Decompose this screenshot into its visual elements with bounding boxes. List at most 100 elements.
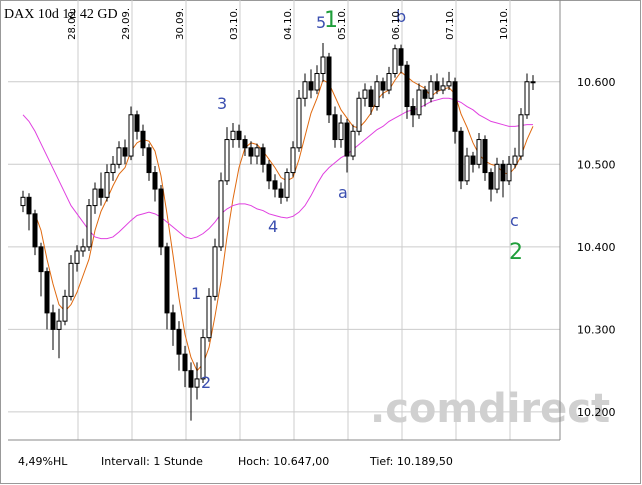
candle-body <box>206 295 212 339</box>
footer-text: Tief: 10.189,50 <box>369 455 453 468</box>
annotation: c <box>510 211 519 230</box>
candle-body <box>296 97 302 149</box>
x-tick-label: 04.10. <box>283 8 294 40</box>
candle-body <box>158 188 164 248</box>
candle-body <box>440 85 446 91</box>
candle-body <box>452 81 458 132</box>
candle-body <box>308 81 314 91</box>
candle-body <box>338 122 344 141</box>
grid <box>8 0 560 440</box>
candle-body <box>80 246 86 252</box>
y-tick-label: 10.200 <box>577 406 616 419</box>
candle-body <box>428 81 434 99</box>
candle-body <box>128 114 134 157</box>
candle-body <box>482 139 488 174</box>
candle-body <box>194 378 200 388</box>
candle-body <box>518 114 524 157</box>
candle-body <box>476 139 482 165</box>
footer-text: Intervall: 1 Stunde <box>101 455 203 468</box>
candle-body <box>500 163 506 182</box>
candle-body <box>152 172 158 190</box>
annotation: 3 <box>217 94 227 113</box>
candle-body <box>122 147 128 157</box>
candle-body <box>134 114 140 132</box>
x-tick-label: 05.10. <box>337 8 348 40</box>
candle-body <box>278 188 284 198</box>
annotation: 1 <box>324 8 338 33</box>
watermark: .comdirect <box>370 386 610 432</box>
chart-title: DAX 10d 12 42 GD <box>4 7 118 22</box>
candle-body <box>512 155 518 165</box>
candle-body <box>176 328 182 355</box>
candle-body <box>62 295 68 322</box>
candle-body <box>230 130 236 141</box>
candle-body <box>224 139 230 182</box>
candle-body <box>236 130 242 141</box>
plot <box>20 42 536 421</box>
candle-body <box>86 205 92 248</box>
candle-body <box>164 246 170 314</box>
candle-body <box>362 89 368 99</box>
candle-body <box>32 213 38 248</box>
candle-body <box>446 81 452 87</box>
candle-body <box>50 312 56 330</box>
candle-body <box>140 130 146 149</box>
candle-body <box>356 97 362 132</box>
x-tick-label: 29.09. <box>121 8 132 40</box>
candle-body <box>116 147 122 165</box>
candle-body <box>530 81 536 84</box>
footer-text: Hoch: 10.647,00 <box>238 455 329 468</box>
candle-body <box>212 246 218 297</box>
y-tick-label: 10.600 <box>577 76 616 89</box>
footer-text: 4,49%HL <box>18 455 68 468</box>
candle-body <box>104 172 110 198</box>
candle-body <box>494 163 500 190</box>
candle-body <box>410 106 416 116</box>
candle-body <box>392 48 398 75</box>
candle-body <box>464 155 470 182</box>
candle-body <box>38 246 44 273</box>
candle-body <box>242 139 248 149</box>
y-tick-label: 10.500 <box>577 158 616 171</box>
candle-body <box>470 155 476 165</box>
candle-body <box>266 163 272 182</box>
x-tick-label: 07.10. <box>445 8 456 40</box>
candle-body <box>248 147 254 157</box>
candle-body <box>92 188 98 207</box>
moving-average <box>34 71 534 372</box>
candle-body <box>254 147 260 157</box>
candle-body <box>188 370 194 388</box>
candle-body <box>458 130 464 182</box>
candle-body <box>218 180 224 248</box>
candle-body <box>260 147 266 165</box>
candle-body <box>368 89 374 108</box>
candle-body <box>422 89 428 99</box>
candle-body <box>404 64 410 108</box>
candle-body <box>284 172 290 198</box>
candle-body <box>380 81 386 91</box>
candle-body <box>146 147 152 174</box>
candle-body <box>386 73 392 91</box>
y-tick-label: 10.400 <box>577 241 616 254</box>
candle-body <box>68 262 74 297</box>
candle-body <box>398 48 404 66</box>
candle-body <box>314 73 320 91</box>
x-tick-label: 10.10. <box>499 8 510 40</box>
annotation: b <box>396 7 406 26</box>
candle-body <box>98 188 104 198</box>
annotation: a <box>338 183 348 202</box>
x-tick-label: 28.09. <box>67 8 78 40</box>
x-tick-label: 03.10. <box>229 8 240 40</box>
candle-body <box>350 130 356 157</box>
annotation: 1 <box>191 284 201 303</box>
candle-body <box>488 172 494 190</box>
candle-body <box>56 320 62 330</box>
candle-body <box>506 163 512 182</box>
candle-body <box>524 81 530 116</box>
candle-body <box>20 196 26 207</box>
y-tick-label: 10.300 <box>577 323 616 336</box>
candle-body <box>182 353 188 372</box>
candle-body <box>434 81 440 91</box>
